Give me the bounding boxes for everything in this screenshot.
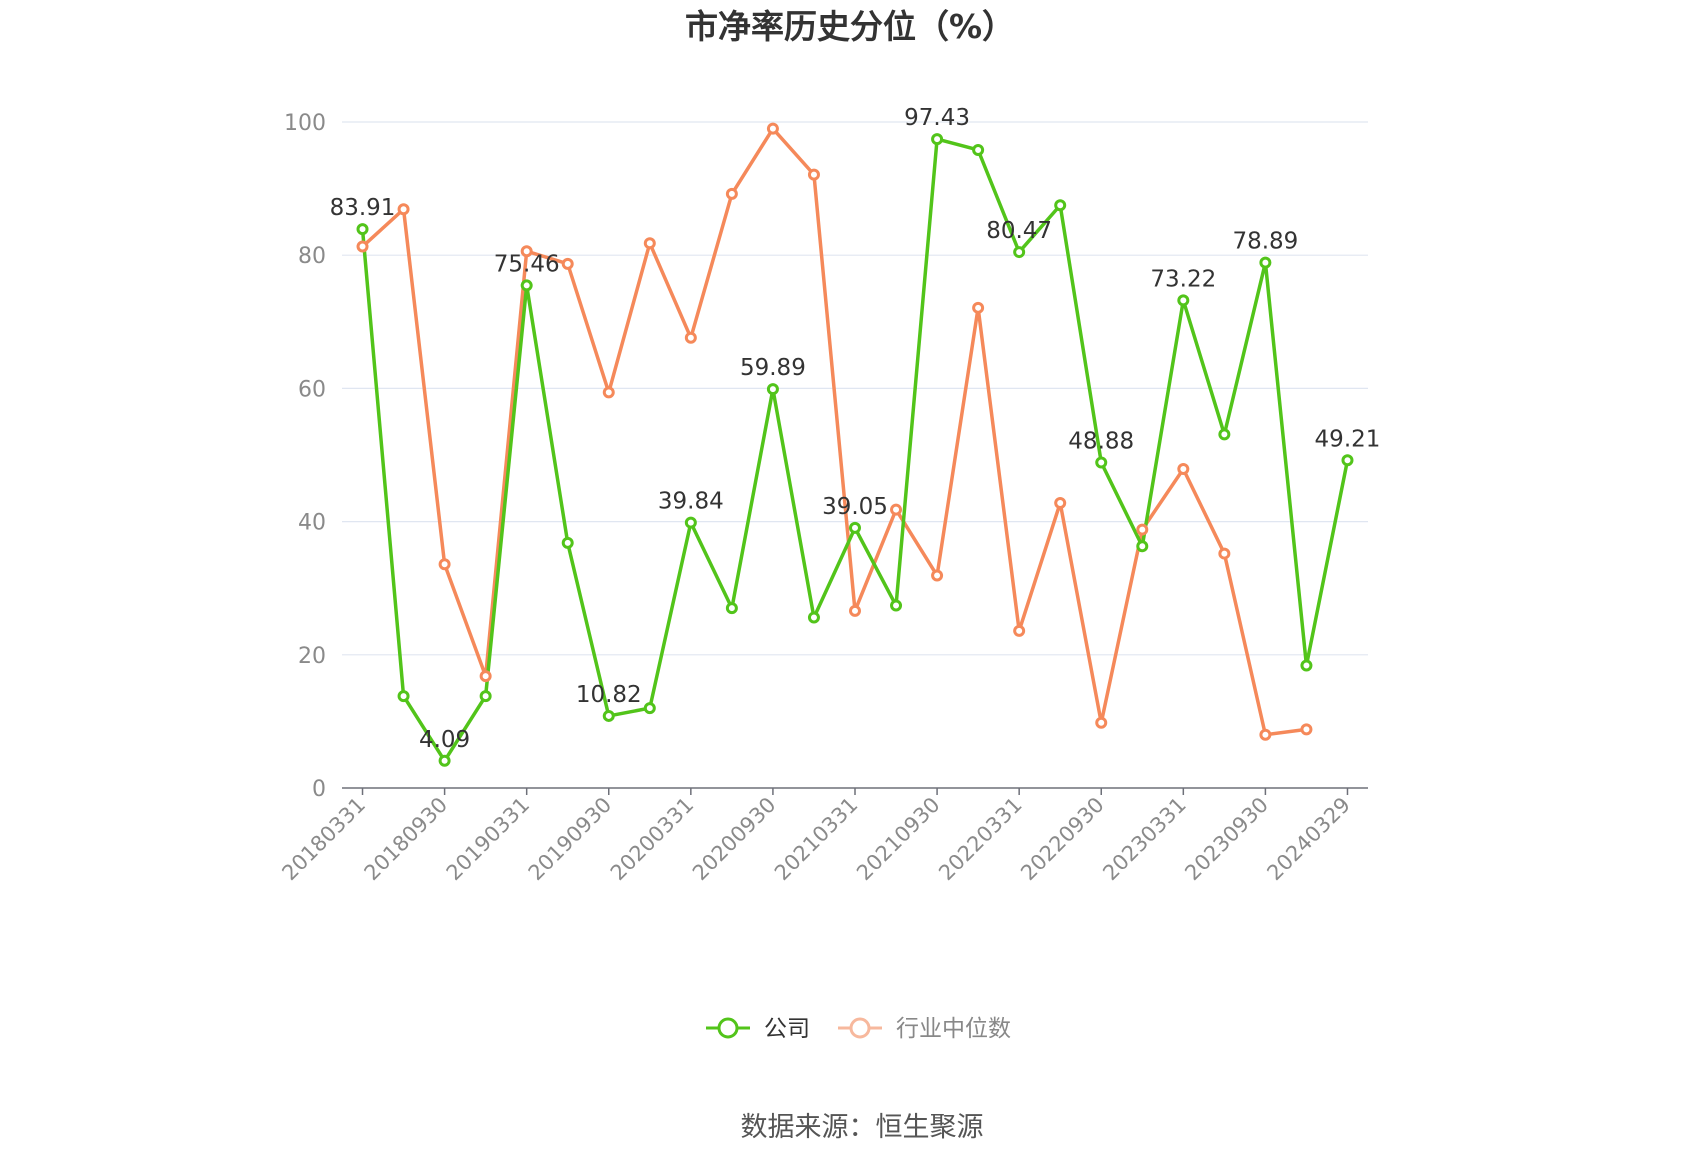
industry-median-point[interactable] [1095, 716, 1108, 729]
company-point[interactable] [1013, 246, 1026, 259]
x-tick-label: 20180930 [360, 793, 453, 886]
industry-median-point[interactable] [890, 503, 903, 516]
data-label: 78.89 [1232, 229, 1298, 255]
x-tick-label: 20190930 [524, 793, 617, 886]
data-label: 73.22 [1150, 266, 1216, 292]
data-source: 数据来源：恒生聚源 [741, 1112, 984, 1143]
y-tick-label: 100 [284, 111, 326, 136]
company-point[interactable] [1136, 540, 1149, 553]
x-tick-label: 20200930 [688, 793, 781, 886]
company-point[interactable] [849, 521, 861, 534]
industry-median-point[interactable] [931, 569, 944, 582]
series-points [356, 122, 1354, 767]
legend-item-industry-median[interactable]: 行业中位数 [838, 1016, 1011, 1042]
industry-median-point[interactable] [438, 558, 451, 571]
company-point[interactable] [684, 516, 697, 529]
y-tick-label: 40 [298, 511, 326, 536]
industry-median-point[interactable] [1218, 547, 1231, 560]
industry-median-point[interactable] [1300, 723, 1313, 736]
data-label: 83.91 [330, 195, 396, 221]
industry-median-point[interactable] [397, 203, 410, 216]
company-point[interactable] [479, 690, 492, 703]
data-label: 97.43 [904, 105, 970, 131]
x-axis: 2018033120180930201903312019093020200331… [278, 787, 1368, 886]
industry-median-point[interactable] [725, 187, 738, 200]
data-label: 75.46 [494, 251, 560, 277]
y-axis: 0 20 40 60 80 100 [284, 111, 326, 802]
data-label: 49.21 [1315, 426, 1381, 452]
y-tick-label: 0 [312, 777, 326, 802]
y-tick-label: 20 [298, 644, 326, 669]
x-tick-label: 20230930 [1180, 793, 1273, 886]
company-point[interactable] [438, 754, 451, 767]
y-tick-label: 60 [298, 377, 326, 402]
industry-median-point[interactable] [807, 168, 820, 181]
industry-median-point[interactable] [684, 331, 697, 344]
legend-company-label: 公司 [764, 1016, 810, 1042]
x-tick-label: 20180331 [278, 793, 371, 886]
company-point[interactable] [643, 702, 656, 715]
x-tick-label: 20200331 [606, 793, 699, 886]
company-point[interactable] [725, 602, 738, 615]
company-point[interactable] [1218, 428, 1231, 441]
industry-median-series-line [361, 126, 1307, 737]
industry-median-point[interactable] [766, 122, 779, 135]
company-point[interactable] [520, 279, 533, 292]
company-point[interactable] [1095, 456, 1108, 469]
industry-median-point[interactable] [1013, 624, 1026, 637]
data-label: 59.89 [740, 355, 806, 381]
legend-company-marker [717, 1017, 739, 1039]
company-point[interactable] [890, 599, 903, 612]
company-point[interactable] [931, 133, 944, 146]
industry-median-point[interactable] [520, 245, 533, 258]
company-series-line [360, 137, 1350, 763]
company-point[interactable] [1300, 659, 1313, 672]
x-tick-label: 20240329 [1262, 793, 1355, 886]
company-point[interactable] [807, 611, 820, 624]
legend: 公司 行业中位数 [706, 1016, 1011, 1042]
industry-median-point[interactable] [849, 604, 861, 617]
x-tick-label: 20210331 [770, 793, 863, 886]
chart-title: 市净率历史分位（%） [685, 7, 1015, 46]
company-point[interactable] [972, 143, 985, 156]
industry-median-point[interactable] [356, 240, 369, 253]
company-point[interactable] [766, 383, 779, 396]
company-point[interactable] [1341, 454, 1354, 467]
company-point[interactable] [602, 709, 615, 722]
data-label: 39.84 [658, 489, 724, 515]
series-lines [360, 126, 1350, 763]
data-label: 39.05 [822, 494, 888, 520]
company-point[interactable] [397, 690, 410, 703]
industry-median-point[interactable] [479, 670, 492, 683]
legend-industry-marker [849, 1017, 871, 1039]
industry-median-point[interactable] [1177, 462, 1190, 475]
industry-median-point[interactable] [1136, 523, 1149, 536]
data-label: 48.88 [1068, 428, 1134, 454]
data-label: 80.47 [986, 218, 1052, 244]
data-label: 10.82 [576, 682, 642, 708]
x-tick-label: 20220331 [934, 793, 1027, 886]
industry-median-point[interactable] [561, 257, 574, 270]
industry-median-point[interactable] [1259, 728, 1272, 741]
company-point[interactable] [356, 223, 369, 236]
industry-median-point[interactable] [602, 386, 615, 399]
company-point[interactable] [1177, 294, 1190, 307]
industry-median-point[interactable] [643, 237, 656, 250]
x-tick-label: 20220930 [1016, 793, 1109, 886]
data-labels: 83.91 4.09 75.46 10.82 39.84 59.89 39.05 97.43 8… [330, 105, 1381, 753]
company-point[interactable] [1054, 199, 1067, 212]
x-tick-label: 20190331 [442, 793, 535, 886]
x-tick-label: 20230331 [1098, 793, 1191, 886]
industry-median-point[interactable] [1054, 496, 1067, 509]
x-tick-label: 20210930 [852, 793, 945, 886]
legend-item-company[interactable]: 公司 [706, 1016, 810, 1042]
data-label: 4.09 [419, 727, 470, 753]
industry-median-point[interactable] [972, 301, 985, 314]
legend-industry-label: 行业中位数 [896, 1016, 1011, 1042]
y-tick-label: 80 [298, 244, 326, 269]
company-point[interactable] [561, 536, 574, 549]
company-point[interactable] [1259, 256, 1272, 269]
